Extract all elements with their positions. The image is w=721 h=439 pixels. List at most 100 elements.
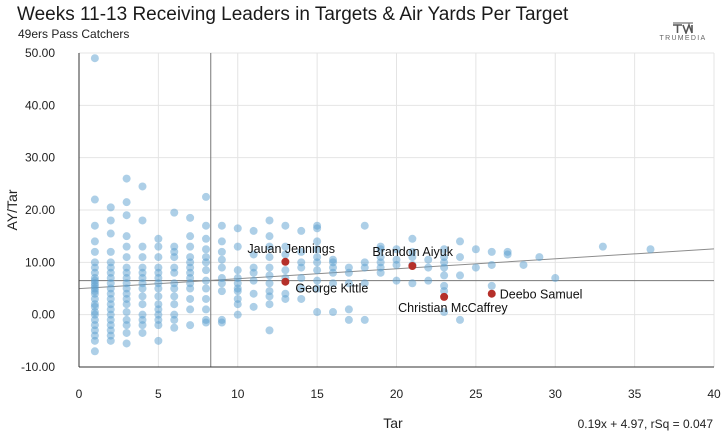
data-point <box>202 266 210 275</box>
x-tick-label: 20 <box>390 387 404 401</box>
highlighted-point <box>408 261 417 270</box>
data-point <box>487 247 496 256</box>
data-point <box>392 245 401 254</box>
data-point <box>344 279 353 288</box>
data-point <box>90 195 99 204</box>
data-point <box>186 305 195 314</box>
data-point <box>265 271 274 280</box>
chart-title: Weeks 11-13 Receiving Leaders in Targets… <box>17 4 569 25</box>
data-point <box>138 182 147 191</box>
data-point <box>329 308 337 317</box>
x-tick-label: 35 <box>628 387 642 401</box>
data-points <box>90 54 655 356</box>
data-point <box>106 336 115 345</box>
x-tick-label: 5 <box>155 387 162 401</box>
data-point <box>217 255 226 264</box>
data-point <box>265 216 274 225</box>
data-point <box>217 279 226 288</box>
data-point <box>297 284 306 293</box>
data-point <box>329 279 337 288</box>
axes: 50.00 40.00 30.00 20.00 10.00 0.00 -10.00 0 5 10 1… <box>21 46 721 401</box>
data-point <box>217 318 226 327</box>
data-point <box>202 294 210 303</box>
data-point <box>90 247 99 256</box>
data-point <box>265 292 274 301</box>
data-point <box>392 260 401 269</box>
data-point <box>440 245 449 254</box>
data-point <box>122 321 131 330</box>
data-point <box>154 284 163 293</box>
data-point <box>122 339 131 348</box>
data-point <box>138 284 147 293</box>
data-point <box>344 268 353 277</box>
data-point <box>233 287 242 296</box>
data-point <box>202 234 210 243</box>
data-point <box>313 266 322 275</box>
data-point <box>122 328 131 337</box>
data-point <box>186 294 195 303</box>
data-point <box>519 260 528 269</box>
player-label: Christian McCaffrey <box>398 301 508 315</box>
data-point <box>456 315 464 324</box>
data-point <box>408 234 417 243</box>
player-label: Brandon Aiyuk <box>372 245 453 259</box>
data-point <box>170 208 179 217</box>
data-point <box>249 302 258 311</box>
data-point <box>281 250 290 259</box>
data-point <box>170 253 179 262</box>
data-point <box>217 287 226 296</box>
data-point <box>90 221 99 230</box>
y-tick-label: 20.00 <box>25 203 55 217</box>
data-point <box>154 321 163 330</box>
data-point <box>440 308 449 317</box>
data-point <box>281 266 290 275</box>
data-point <box>217 221 226 230</box>
player-label: George Kittle <box>295 282 368 296</box>
data-point <box>440 287 449 296</box>
data-point <box>344 305 353 314</box>
data-point <box>344 315 353 324</box>
data-point <box>233 224 242 233</box>
data-point <box>122 232 131 241</box>
y-tick-label: 50.00 <box>25 46 55 60</box>
data-point <box>186 232 195 241</box>
data-point <box>170 284 179 293</box>
data-point <box>233 300 242 309</box>
data-point <box>122 211 131 220</box>
data-point <box>392 276 401 285</box>
highlighted-players: Jauan Jennings George Kittle Brandon Aiyuk… <box>247 242 582 315</box>
data-point <box>202 284 210 293</box>
data-point <box>360 221 369 230</box>
data-point <box>217 263 226 272</box>
player-label: Jauan Jennings <box>247 242 335 256</box>
y-tick-label: 30.00 <box>25 151 55 165</box>
data-point <box>90 54 99 63</box>
data-point <box>122 253 131 262</box>
data-point <box>535 253 544 262</box>
data-point <box>313 258 322 267</box>
data-point <box>313 237 322 246</box>
x-tick-label: 25 <box>469 387 483 401</box>
chart-subtitle: 49ers Pass Catchers <box>18 27 130 41</box>
data-point <box>106 216 115 225</box>
data-point <box>138 242 147 251</box>
x-tick-label: 40 <box>707 387 721 401</box>
data-point <box>265 263 274 272</box>
data-point <box>360 315 369 324</box>
data-point <box>646 245 655 254</box>
data-point <box>122 300 131 309</box>
data-point <box>138 328 147 337</box>
logo-icon <box>673 22 693 34</box>
data-point <box>265 253 274 262</box>
trendline-equation: 0.19x + 4.97, rSq = 0.047 <box>577 417 713 431</box>
data-point <box>281 294 290 303</box>
y-tick-label: 10.00 <box>25 255 55 269</box>
data-point <box>297 263 306 272</box>
data-point <box>265 279 274 288</box>
data-point <box>297 226 306 235</box>
data-point <box>122 174 131 183</box>
data-point <box>170 300 179 309</box>
data-point <box>154 336 163 345</box>
data-point <box>90 347 99 356</box>
